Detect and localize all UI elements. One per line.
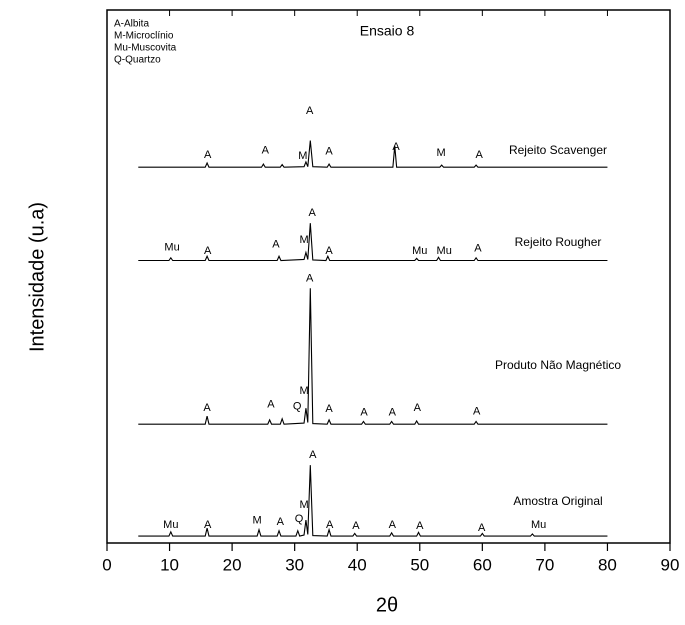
peak-label: A <box>325 403 333 415</box>
x-tick-label: 80 <box>598 555 617 574</box>
series-label: Rejeito Rougher <box>515 235 602 249</box>
legend-note: Q-Quartzo <box>114 55 161 66</box>
peak-label: Q <box>295 513 304 525</box>
peak-label: A <box>473 405 481 417</box>
x-tick-label: 70 <box>535 555 554 574</box>
legend-note: Mu-Muscovita <box>114 43 177 54</box>
peak-label: Mu <box>531 519 546 531</box>
xrd-trace <box>138 465 608 537</box>
peak-label: Q <box>293 400 302 412</box>
series-label: Rejeito Scavenger <box>509 143 607 157</box>
peak-label: A <box>389 519 397 531</box>
chart-title: Ensaio 8 <box>360 23 415 39</box>
peak-label: A <box>392 141 400 153</box>
xrd-trace <box>138 140 608 168</box>
peak-label: A <box>204 245 212 257</box>
legend-note: A-Albita <box>114 19 149 30</box>
x-tick-label: 50 <box>410 555 429 574</box>
peak-label: M <box>253 515 262 527</box>
series-label: Produto Não Magnético <box>495 358 621 372</box>
x-tick-label: 90 <box>661 555 680 574</box>
peak-label: A <box>478 522 486 534</box>
peak-label: A <box>306 273 314 285</box>
peak-label: A <box>416 520 424 532</box>
peak-label: A <box>277 516 285 528</box>
x-tick-label: 60 <box>473 555 492 574</box>
peak-label: Mu <box>164 242 179 254</box>
peak-label: A <box>306 105 314 117</box>
peak-label: A <box>204 149 212 161</box>
series-label: Amostra Original <box>513 494 602 508</box>
peak-label: A <box>360 406 368 418</box>
peak-label: A <box>352 520 360 532</box>
peak-label: A <box>267 398 275 410</box>
peak-label: Mu <box>412 245 427 257</box>
peak-label: A <box>325 245 333 257</box>
x-axis-label: 2θ <box>376 594 398 616</box>
peak-label: A <box>262 145 270 157</box>
peak-label: Mu <box>163 519 178 531</box>
peak-label: A <box>272 238 280 250</box>
x-tick-label: 30 <box>285 555 304 574</box>
peak-label: A <box>474 243 482 255</box>
peak-label: M <box>299 385 308 397</box>
peak-label: Mu <box>437 245 452 257</box>
x-tick-label: 20 <box>223 555 242 574</box>
peak-label: A <box>325 146 333 158</box>
peak-label: M <box>299 234 308 246</box>
peak-label: A <box>414 402 422 414</box>
legend-note: M-Microclínio <box>114 31 174 42</box>
peak-label: M <box>298 150 307 162</box>
xrd-trace <box>138 288 608 425</box>
peak-label: M <box>299 499 308 511</box>
x-tick-label: 40 <box>348 555 367 574</box>
x-tick-label: 10 <box>160 555 179 574</box>
peak-label: A <box>389 406 397 418</box>
peak-label: A <box>203 402 211 414</box>
plot-frame <box>106 9 671 544</box>
peak-label: A <box>204 519 212 531</box>
y-axis-label: Intensidade (u.a) <box>26 202 48 352</box>
peak-label: A <box>476 149 484 161</box>
x-tick-label: 0 <box>102 555 111 574</box>
peak-label: A <box>326 519 334 531</box>
xrd-trace <box>138 223 608 262</box>
peak-label: A <box>309 207 317 219</box>
peak-label: A <box>309 449 317 461</box>
peak-label: M <box>436 147 445 159</box>
